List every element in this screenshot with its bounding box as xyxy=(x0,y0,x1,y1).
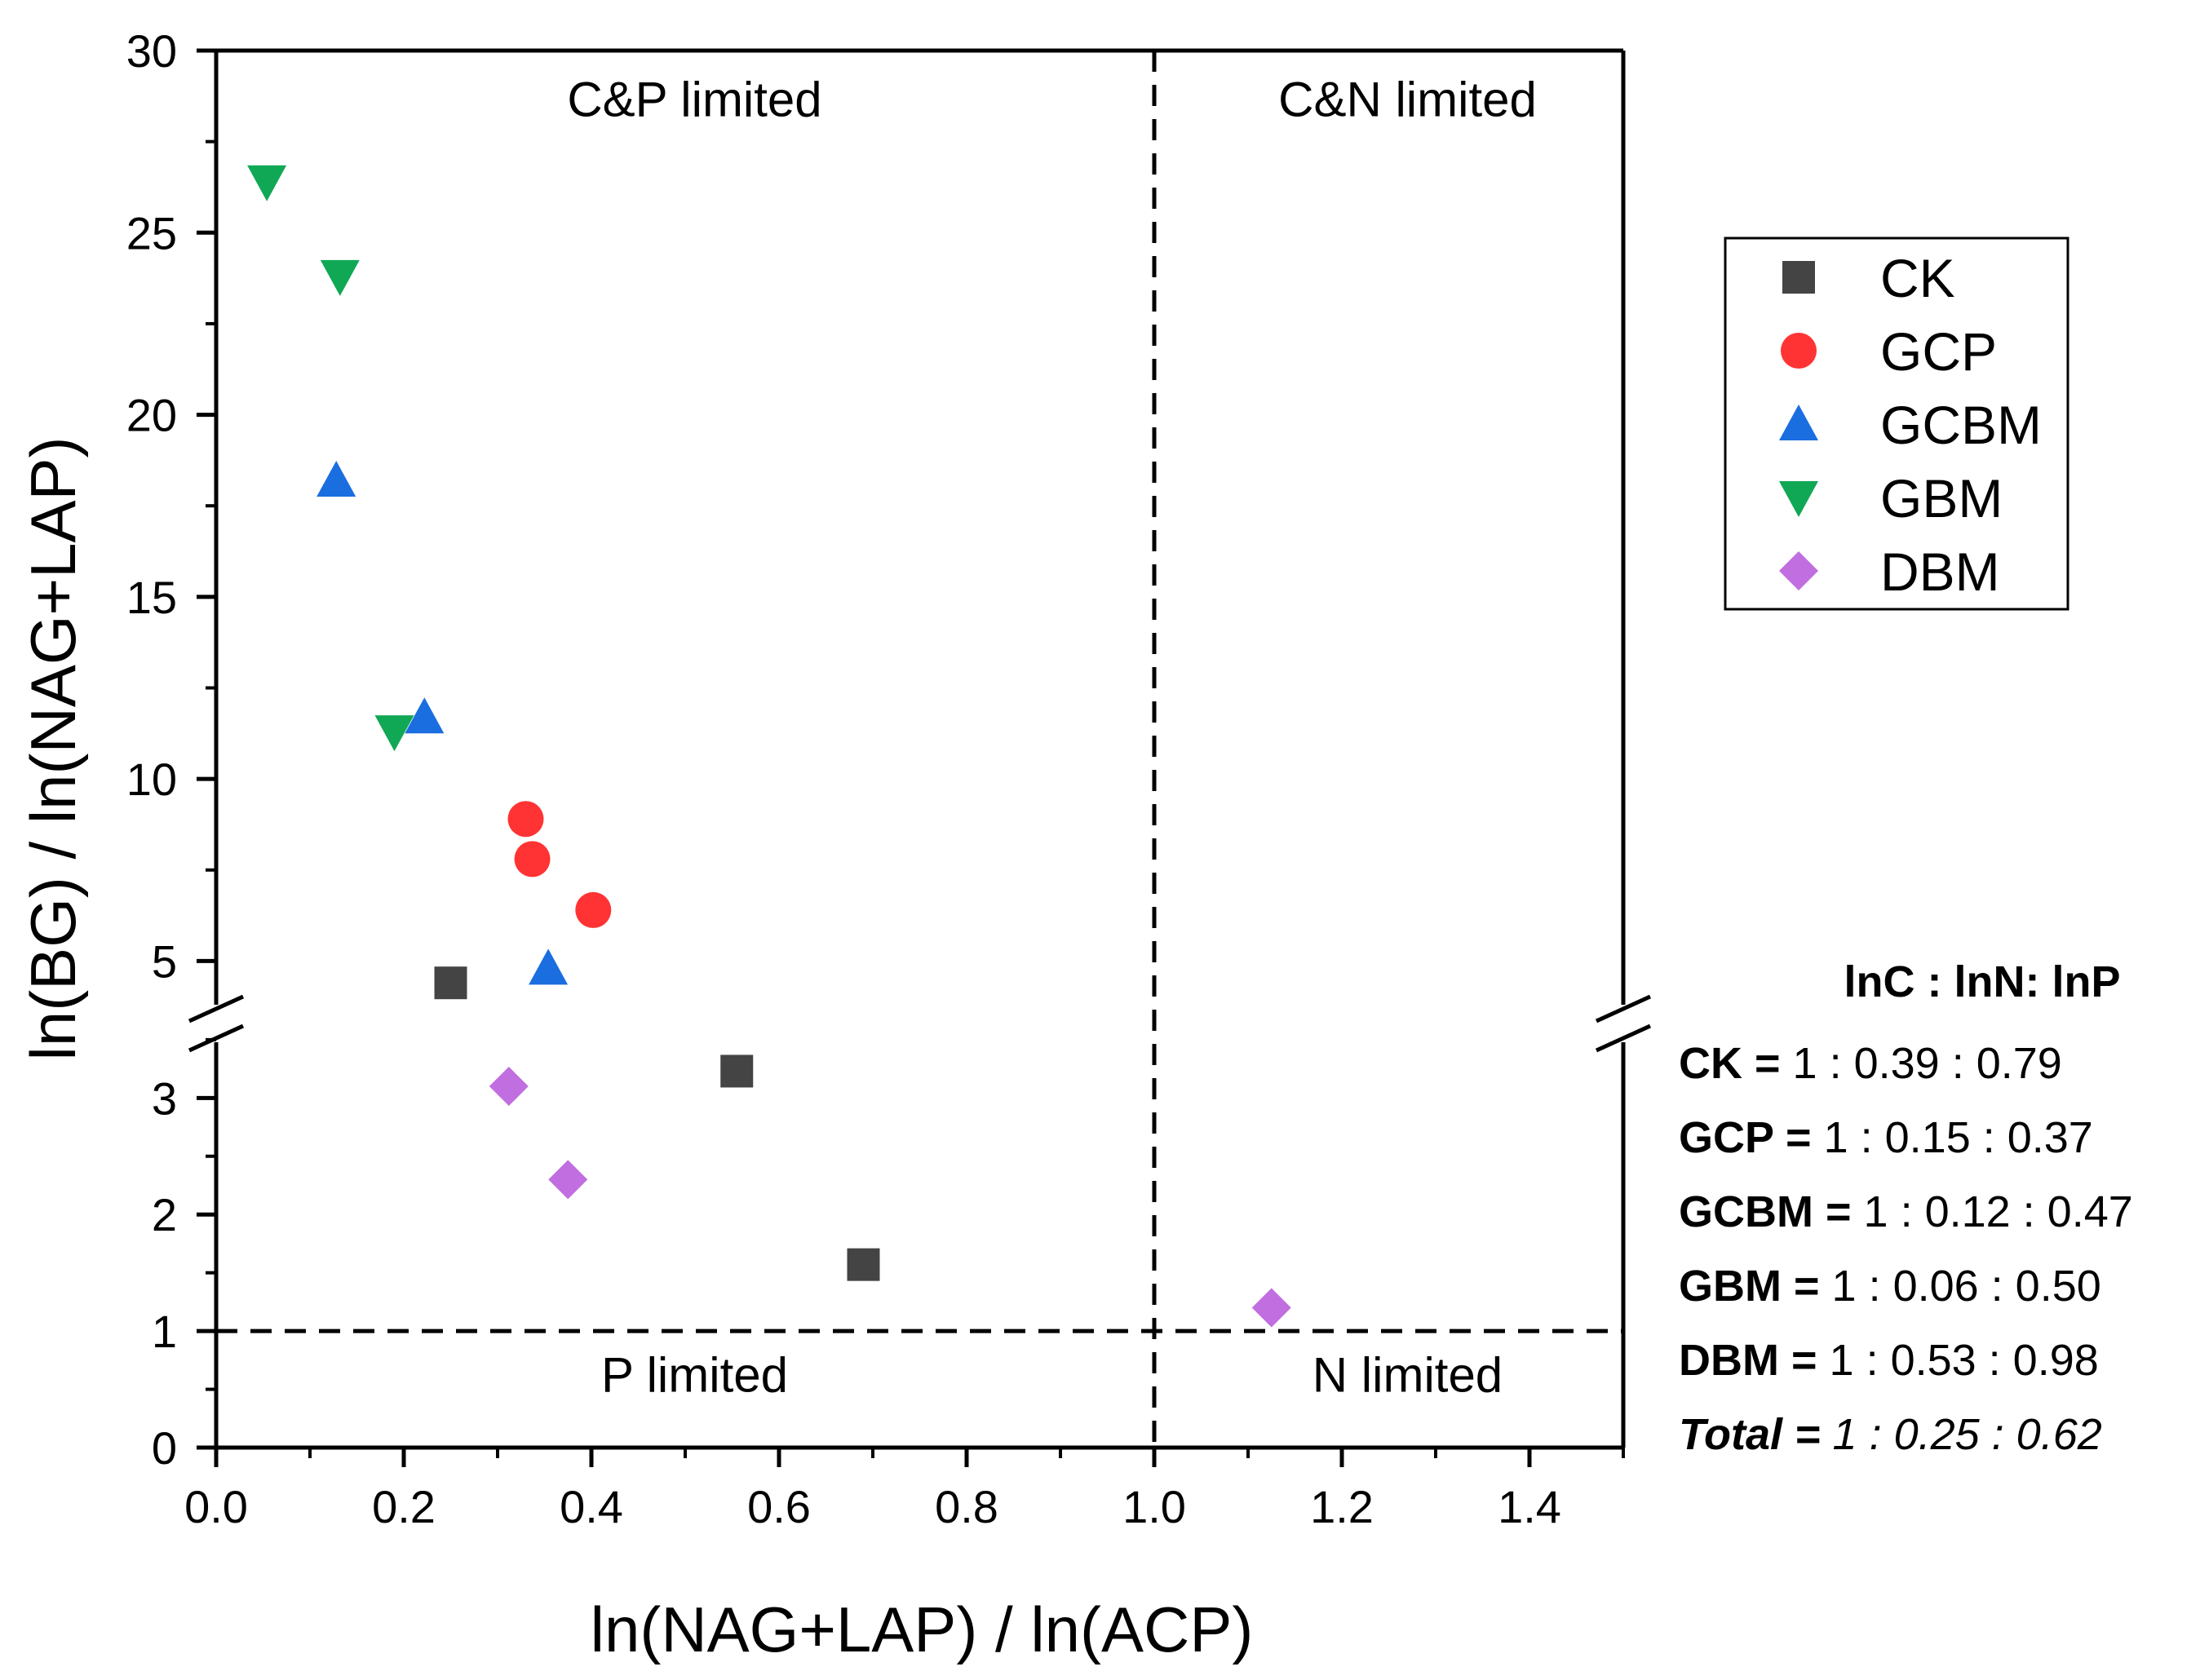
data-point-gcp xyxy=(507,801,544,838)
data-point-ck xyxy=(720,1054,754,1088)
y-axis-title: ln(BG) / ln(NAG+LAP) xyxy=(17,436,89,1060)
region-label-n-limited: N limited xyxy=(1312,1347,1503,1402)
legend-box xyxy=(1724,237,2069,611)
legend: CK GCP GCBM GBM DBM xyxy=(1724,237,2069,611)
x-tick-label: 1.4 xyxy=(1498,1481,1561,1532)
y-tick-label: 25 xyxy=(126,207,177,259)
y-tick-label: 0 xyxy=(152,1422,177,1474)
ratio-row-ck: CK = 1 : 0.39 : 0.79 xyxy=(1679,1039,2062,1088)
x-tick-label: 0.2 xyxy=(372,1481,436,1532)
ratio-row-total: Total = 1 : 0.25 : 0.62 xyxy=(1679,1410,2102,1459)
x-axis-title: ln(NAG+LAP) / ln(ACP) xyxy=(591,1594,1254,1665)
axis-break-left xyxy=(188,994,245,1053)
legend-label-gcbm: GCBM xyxy=(1880,395,2042,455)
plot-area xyxy=(188,48,1652,1450)
axis-break-right xyxy=(1595,994,1652,1053)
data-point-dbm xyxy=(489,1067,529,1107)
region-label-p-limited: P limited xyxy=(601,1347,788,1402)
y-tick-label: 5 xyxy=(152,935,177,987)
data-point-gbm xyxy=(320,259,360,296)
legend-marker-gbm xyxy=(1779,481,1818,517)
data-point-gbm xyxy=(374,715,414,752)
x-ticks: 0.0 0.2 0.4 0.6 0.8 1.0 1.2 1.4 xyxy=(184,1448,1625,1532)
data-point-gbm xyxy=(247,165,287,201)
x-tick-label: 1.2 xyxy=(1310,1481,1374,1532)
region-label-c-p-limited: C&P limited xyxy=(567,72,821,126)
legend-label-ck: CK xyxy=(1880,248,1955,308)
data-point-gcp xyxy=(514,841,551,878)
data-point-ck xyxy=(434,966,467,1000)
data-point-gcbm xyxy=(405,697,445,734)
x-tick-label: 0.6 xyxy=(747,1481,811,1532)
y-ticks: 0 1 2 3 5 10 15 20 25 30 xyxy=(126,25,216,1474)
legend-label-gcp: GCP xyxy=(1880,321,1997,382)
y-tick-label: 15 xyxy=(126,572,177,623)
y-tick-label: 1 xyxy=(152,1306,177,1357)
region-labels: C&P limited C&N limited P limited N limited xyxy=(567,72,1537,1402)
ratio-row-gcp: GCP = 1 : 0.15 : 0.37 xyxy=(1679,1113,2093,1162)
y-tick-label: 2 xyxy=(152,1189,177,1240)
x-tick-label: 1.0 xyxy=(1122,1481,1186,1532)
data-points xyxy=(247,165,1291,1328)
data-point-dbm xyxy=(1251,1288,1291,1328)
x-tick-label: 0.4 xyxy=(560,1481,623,1532)
y-tick-label: 20 xyxy=(126,390,177,441)
ratio-heading: lnC : lnN: lnP xyxy=(1844,957,2121,1006)
data-point-gcp xyxy=(575,891,612,928)
legend-label-gbm: GBM xyxy=(1880,468,2003,528)
reference-lines xyxy=(216,51,1623,1448)
legend-marker-dbm xyxy=(1779,551,1818,590)
legend-items: CK GCP GCBM GBM DBM xyxy=(1779,248,2042,602)
y-tick-label: 10 xyxy=(126,754,177,805)
y-tick-label: 30 xyxy=(126,25,177,77)
data-point-gcbm xyxy=(316,460,356,497)
data-point-ck xyxy=(847,1248,880,1281)
x-tick-label: 0.8 xyxy=(935,1481,998,1532)
data-point-dbm xyxy=(548,1160,588,1200)
region-label-c-n-limited: C&N limited xyxy=(1278,72,1537,126)
ratio-rows: CK = 1 : 0.39 : 0.79 GCP = 1 : 0.15 : 0.3… xyxy=(1679,1039,2133,1459)
ratio-row-dbm: DBM = 1 : 0.53 : 0.98 xyxy=(1679,1336,2099,1385)
legend-marker-gcp xyxy=(1781,333,1817,369)
ratio-annotations: lnC : lnN: lnP CK = 1 : 0.39 : 0.79 GCP =… xyxy=(1679,957,2133,1459)
y-tick-label: 3 xyxy=(152,1072,177,1124)
ratio-row-gcbm: GCBM = 1 : 0.12 : 0.47 xyxy=(1679,1187,2133,1236)
data-point-gcbm xyxy=(529,948,569,985)
x-tick-label: 0.0 xyxy=(184,1481,248,1532)
legend-label-dbm: DBM xyxy=(1880,542,2000,602)
ratio-row-gbm: GBM = 1 : 0.06 : 0.50 xyxy=(1679,1262,2101,1311)
legend-marker-ck xyxy=(1782,261,1815,294)
legend-marker-gcbm xyxy=(1779,405,1818,440)
